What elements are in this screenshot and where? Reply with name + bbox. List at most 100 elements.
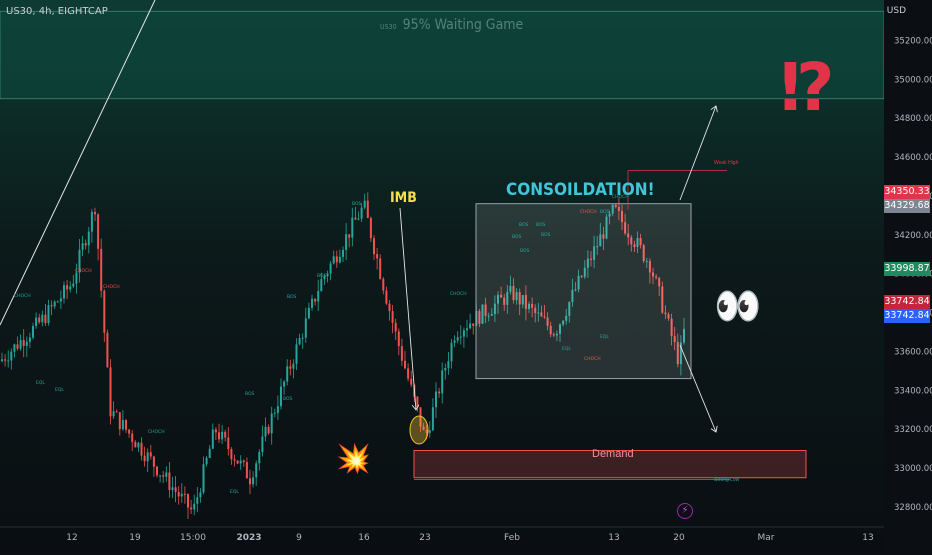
candle-body [602,234,605,239]
x-tick-label: 23 [419,533,430,543]
symbol-header: US30, 4h, EIGHTCAP [6,6,108,17]
candle-body [78,249,81,273]
candle-body [177,491,180,497]
candle-body [614,204,617,207]
y-tick-label: 34800.00 [894,114,932,124]
candle-body [630,237,633,245]
candle-body [652,272,654,277]
demand-label: Demand [592,448,634,460]
candle-body [416,396,419,408]
candle-body [199,492,202,498]
candle-body [69,286,72,290]
consolidation-box [475,203,692,380]
candle-body [156,466,158,476]
structure-label: EQL [230,489,239,495]
candle-body [549,325,552,335]
candle-body [404,360,406,369]
candle-body [307,307,310,319]
candle-body [342,249,344,257]
candle-body [376,254,379,259]
candle-body [7,360,10,362]
candle-body [431,407,434,431]
candle-body [379,258,382,279]
supply-zone [0,10,885,100]
candle-body [286,366,289,382]
candle-body [41,314,44,323]
candle-body [292,363,295,369]
candle-body [521,294,524,305]
candle-body [280,386,282,407]
candle-body [487,315,490,317]
candle-body [385,290,388,304]
structure-label: BOS [536,222,546,228]
candle-body [261,436,264,453]
structure-label: EQL [55,387,64,393]
candle-body [239,460,242,464]
candle-body [196,497,199,504]
interrobang-icon: ⁉ [780,49,835,126]
candle-body [19,340,22,349]
candle-body [503,297,506,305]
candle-body [562,320,565,325]
candle-body [683,328,685,343]
price-label: 33742.84 [884,309,930,323]
candle-body [193,503,196,510]
structure-label: BOS [352,201,362,207]
candle-body [679,342,682,365]
candle-body [10,351,13,361]
structure-label: CHOCH [450,291,467,297]
candle-body [236,460,239,464]
replay-icon[interactable]: ⚡ [677,503,693,519]
candle-body [438,391,441,394]
candle-body [642,245,645,261]
candle-body [627,233,630,238]
watermark-title: 95% Waiting Game [402,17,524,33]
candle-body [506,291,509,305]
candle-body [298,338,301,345]
structure-label: CHOCH [580,209,597,215]
candle-body [90,211,93,232]
candle-body [524,294,527,309]
candle-body [509,285,512,292]
candle-body [658,277,661,287]
candle-body [66,285,69,290]
candle-body [435,391,437,408]
candle-body [419,407,422,427]
candle-body [13,344,16,352]
candle-body [143,455,146,462]
candle-body [670,318,673,337]
x-tick-label: 12 [66,533,77,543]
candle-body [16,344,19,349]
candle-body [459,336,462,338]
candle-body [218,432,220,440]
candle-body [301,337,304,339]
candle-body [357,218,360,220]
candle-body [577,275,580,290]
x-tick-label: 13 [862,533,873,543]
candle-body [453,340,456,343]
candle-body [202,464,205,493]
y-tick-label: 33600.00 [894,347,932,357]
y-tick-label: 33400.00 [894,386,932,396]
candle-body [140,442,143,456]
candle-body [391,311,394,323]
eyes-icon: 👀 [714,284,762,328]
candle-body [673,336,676,343]
x-tick-label: 9 [296,533,302,543]
candle-body [208,448,211,458]
candle-body [546,317,549,326]
candle-body [447,361,450,369]
price-label: 33998.87 [884,262,930,276]
candle-body [109,367,112,417]
candle-body [63,285,65,299]
candle-body [388,303,391,312]
candle-body [354,217,357,220]
candle-body [410,378,413,385]
candle-body [382,278,385,291]
candle-body [543,316,546,318]
candle-body [53,301,56,307]
candle-body [264,426,267,437]
candle-body [515,292,518,301]
candle-body [106,332,109,368]
